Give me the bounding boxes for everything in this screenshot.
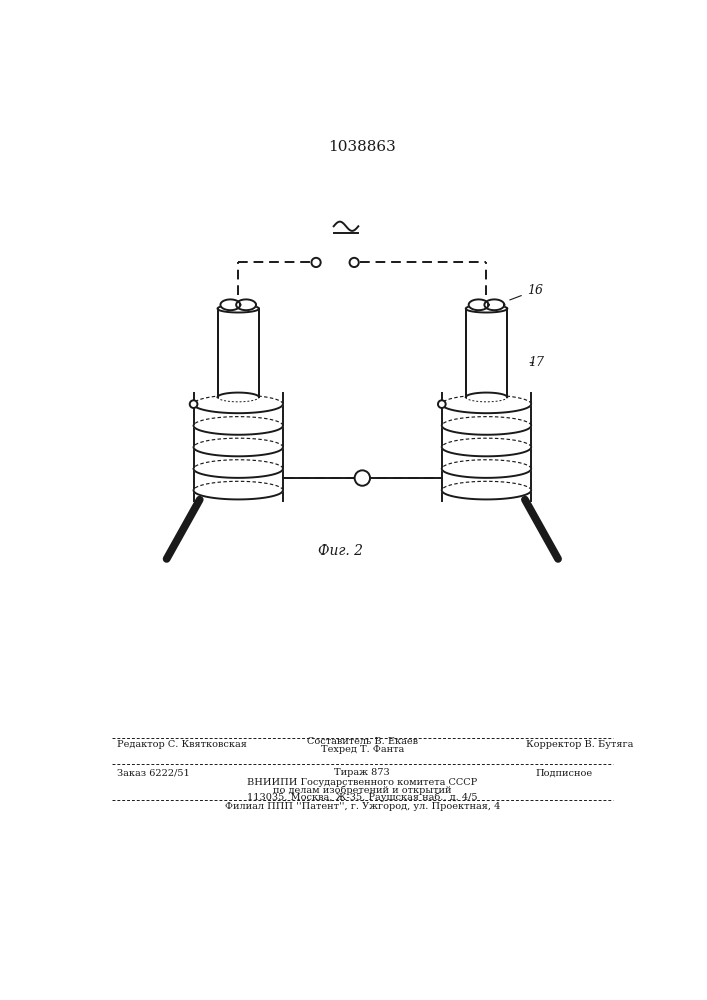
- Polygon shape: [442, 426, 531, 435]
- Text: Составитель В. Екаев: Составитель В. Екаев: [307, 737, 418, 746]
- Polygon shape: [194, 447, 283, 456]
- Polygon shape: [194, 469, 283, 478]
- Polygon shape: [469, 299, 489, 310]
- Polygon shape: [221, 299, 240, 310]
- Text: по делам изобретений и открытий: по делам изобретений и открытий: [273, 785, 452, 795]
- Text: Редактор С. Квятковская: Редактор С. Квятковская: [117, 740, 247, 749]
- Circle shape: [312, 258, 321, 267]
- Text: Тираж 873: Тираж 873: [334, 768, 390, 777]
- Text: 17: 17: [528, 356, 544, 369]
- Circle shape: [438, 400, 445, 408]
- Polygon shape: [466, 305, 507, 312]
- Polygon shape: [442, 490, 531, 499]
- Text: 113035, Москва, Ж-35, Раушская наб., д. 4/5: 113035, Москва, Ж-35, Раушская наб., д. …: [247, 792, 478, 802]
- Text: Филиал ППП ''Патент'', г. Ужгород, ул. Проектная, 4: Филиал ППП ''Патент'', г. Ужгород, ул. П…: [225, 802, 500, 811]
- Polygon shape: [194, 404, 283, 413]
- Polygon shape: [442, 469, 531, 478]
- Text: 16: 16: [510, 284, 543, 300]
- Circle shape: [189, 400, 197, 408]
- Text: Фиг. 2: Фиг. 2: [318, 544, 363, 558]
- Text: Заказ 6222/51: Заказ 6222/51: [117, 768, 190, 777]
- Polygon shape: [442, 404, 531, 413]
- Polygon shape: [218, 305, 259, 312]
- Text: 1038863: 1038863: [329, 140, 396, 154]
- Bar: [218, 309, 259, 397]
- Polygon shape: [236, 299, 256, 310]
- Text: Корректор В. Бутяга: Корректор В. Бутяга: [527, 740, 633, 749]
- Polygon shape: [484, 299, 504, 310]
- Text: Подписное: Подписное: [535, 768, 592, 777]
- Text: Техред Т. Фанта: Техред Т. Фанта: [321, 745, 404, 754]
- Circle shape: [355, 470, 370, 486]
- Polygon shape: [194, 426, 283, 435]
- Bar: [466, 309, 507, 397]
- Polygon shape: [194, 490, 283, 499]
- Circle shape: [349, 258, 358, 267]
- Text: ВНИИПИ Государственного комитета СССР: ВНИИПИ Государственного комитета СССР: [247, 778, 477, 787]
- Polygon shape: [442, 447, 531, 456]
